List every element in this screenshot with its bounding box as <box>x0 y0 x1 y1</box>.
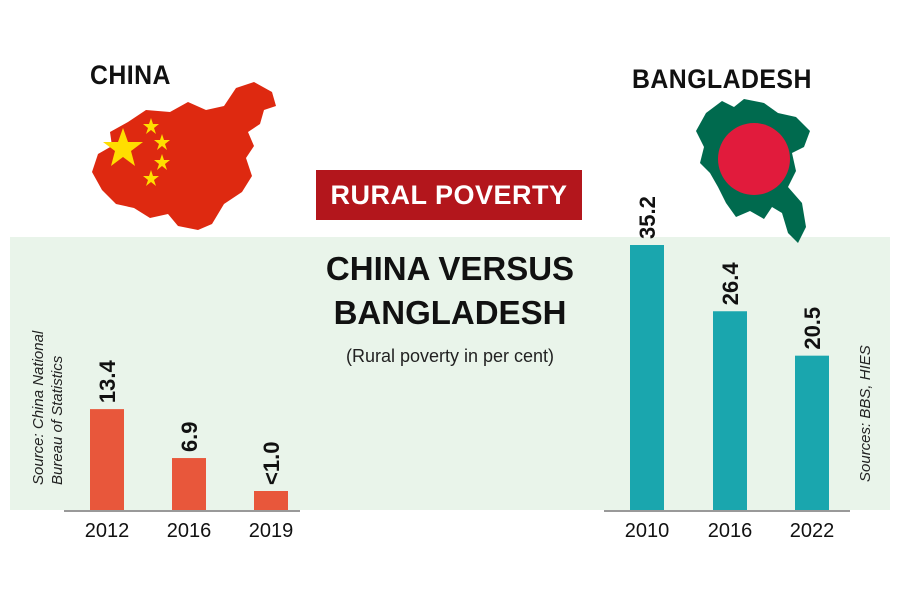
bangladesh-value-label-2022: 20.5 <box>800 307 825 350</box>
title-badge: RURAL POVERTY <box>316 170 582 220</box>
china-bar-2012 <box>90 409 124 510</box>
bangladesh-map-flag-icon <box>696 99 810 243</box>
bangladesh-tick-label-2022: 2022 <box>790 520 835 542</box>
heading-line-2: BANGLADESH <box>333 294 567 331</box>
china-tick-label-2016: 2016 <box>167 520 212 542</box>
heading-line-1: CHINA VERSUS <box>325 250 575 287</box>
chart-subtitle: (Rural poverty in per cent) <box>345 346 555 366</box>
bangladesh-value-label-2016: 26.4 <box>718 262 743 306</box>
bangladesh-chart-title: BANGLADESH <box>632 64 812 94</box>
bangladesh-tick-label-2016: 2016 <box>708 520 753 542</box>
china-value-label-2016: 6.9 <box>177 421 202 452</box>
bangladesh-tick-label-2010: 2010 <box>625 520 670 542</box>
china-chart-title: CHINA <box>90 60 171 90</box>
bangladesh-bar-2022 <box>795 355 829 510</box>
china-bar-2016 <box>172 458 206 510</box>
bangladesh-value-label-2010: 35.2 <box>635 196 660 239</box>
china-value-label-2019: <1.0 <box>259 442 284 485</box>
china-tick-label-2019: 2019 <box>249 520 294 542</box>
bangladesh-bar-2010 <box>630 245 664 510</box>
china-map-flag-icon <box>92 82 276 230</box>
china-bar-2019 <box>254 491 288 510</box>
china-tick-label-2012: 2012 <box>85 520 130 542</box>
china-value-label-2012: 13.4 <box>95 360 120 404</box>
bangladesh-bar-2016 <box>713 311 747 510</box>
